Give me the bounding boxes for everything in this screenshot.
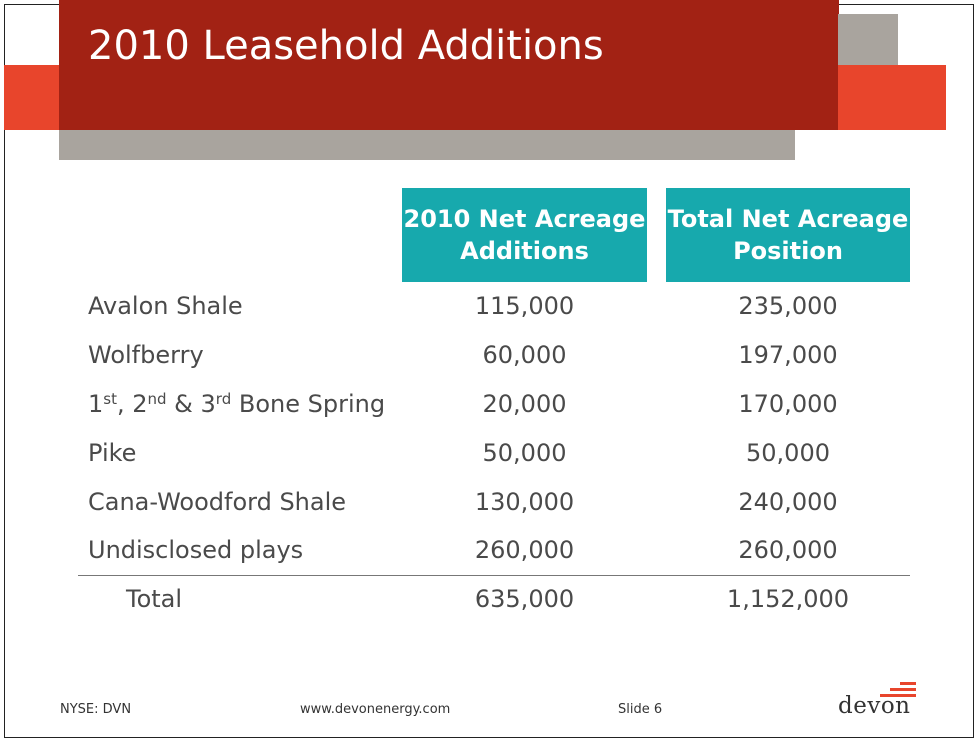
row-additions-value: 20,000 xyxy=(482,390,567,418)
total-row: Total 635,000 1,152,000 xyxy=(0,579,980,619)
decorative-gray-block xyxy=(838,14,898,65)
logo-stripe xyxy=(890,688,916,691)
table-row: Pike 50,000 50,000 xyxy=(0,433,980,473)
ordinal-suffix: rd xyxy=(215,390,232,408)
devon-logo: devon xyxy=(838,680,920,720)
title-bar xyxy=(59,0,839,130)
row-additions-value: 50,000 xyxy=(482,439,567,467)
row-additions-value: 130,000 xyxy=(474,488,575,516)
decorative-orange-block-left xyxy=(4,65,59,130)
table-row: Wolfberry 60,000 197,000 xyxy=(0,335,980,375)
table-row: Cana-Woodford Shale 130,000 240,000 xyxy=(0,482,980,522)
row-label: Undisclosed plays xyxy=(88,536,304,564)
table-row: Undisclosed plays 260,000 260,000 xyxy=(0,530,980,570)
total-position-value: 1,152,000 xyxy=(726,585,850,613)
total-label: Total xyxy=(126,585,183,613)
row-position-value: 240,000 xyxy=(738,488,838,516)
ordinal-suffix: nd xyxy=(147,390,167,408)
footer-url: www.devonenergy.com xyxy=(300,702,451,717)
row-position-value: 197,000 xyxy=(738,341,838,369)
row-position-value: 50,000 xyxy=(746,439,830,467)
column-header-additions: 2010 Net Acreage Additions xyxy=(402,188,647,282)
ordinal-suffix: st xyxy=(103,390,117,408)
decorative-orange-block-right xyxy=(838,65,946,130)
total-additions-value: 635,000 xyxy=(474,585,575,613)
decorative-gray-bar xyxy=(59,130,795,160)
row-label: Avalon Shale xyxy=(88,292,243,320)
row-position-value: 260,000 xyxy=(738,536,838,564)
row-position-value: 235,000 xyxy=(738,292,838,320)
label-part: 1 xyxy=(88,390,104,418)
logo-stripe xyxy=(880,694,916,697)
row-position-value: 170,000 xyxy=(738,390,838,418)
label-part: Bone Spring xyxy=(231,390,386,418)
slide-title: 2010 Leasehold Additions xyxy=(88,23,604,69)
row-label: Cana-Woodford Shale xyxy=(88,488,347,516)
row-additions-value: 260,000 xyxy=(474,536,575,564)
logo-wordmark: devon xyxy=(838,693,911,719)
row-label: Wolfberry xyxy=(88,341,204,369)
row-additions-value: 60,000 xyxy=(482,341,567,369)
total-divider xyxy=(78,575,910,576)
footer-slide-number: Slide 6 xyxy=(618,702,663,717)
row-label: Pike xyxy=(88,439,137,467)
column-header-position: Total Net Acreage Position xyxy=(666,188,910,282)
label-part: & 3 xyxy=(166,390,216,418)
label-part: , 2 xyxy=(116,390,148,418)
table-row: 1st, 2nd & 3rd Bone Spring 20,000 170,00… xyxy=(0,384,980,424)
logo-stripe xyxy=(900,682,916,685)
footer-ticker: NYSE: DVN xyxy=(60,702,132,717)
row-label: 1st, 2nd & 3rd Bone Spring xyxy=(88,384,385,424)
table-row: Avalon Shale 115,000 235,000 xyxy=(0,286,980,326)
row-additions-value: 115,000 xyxy=(474,292,575,320)
